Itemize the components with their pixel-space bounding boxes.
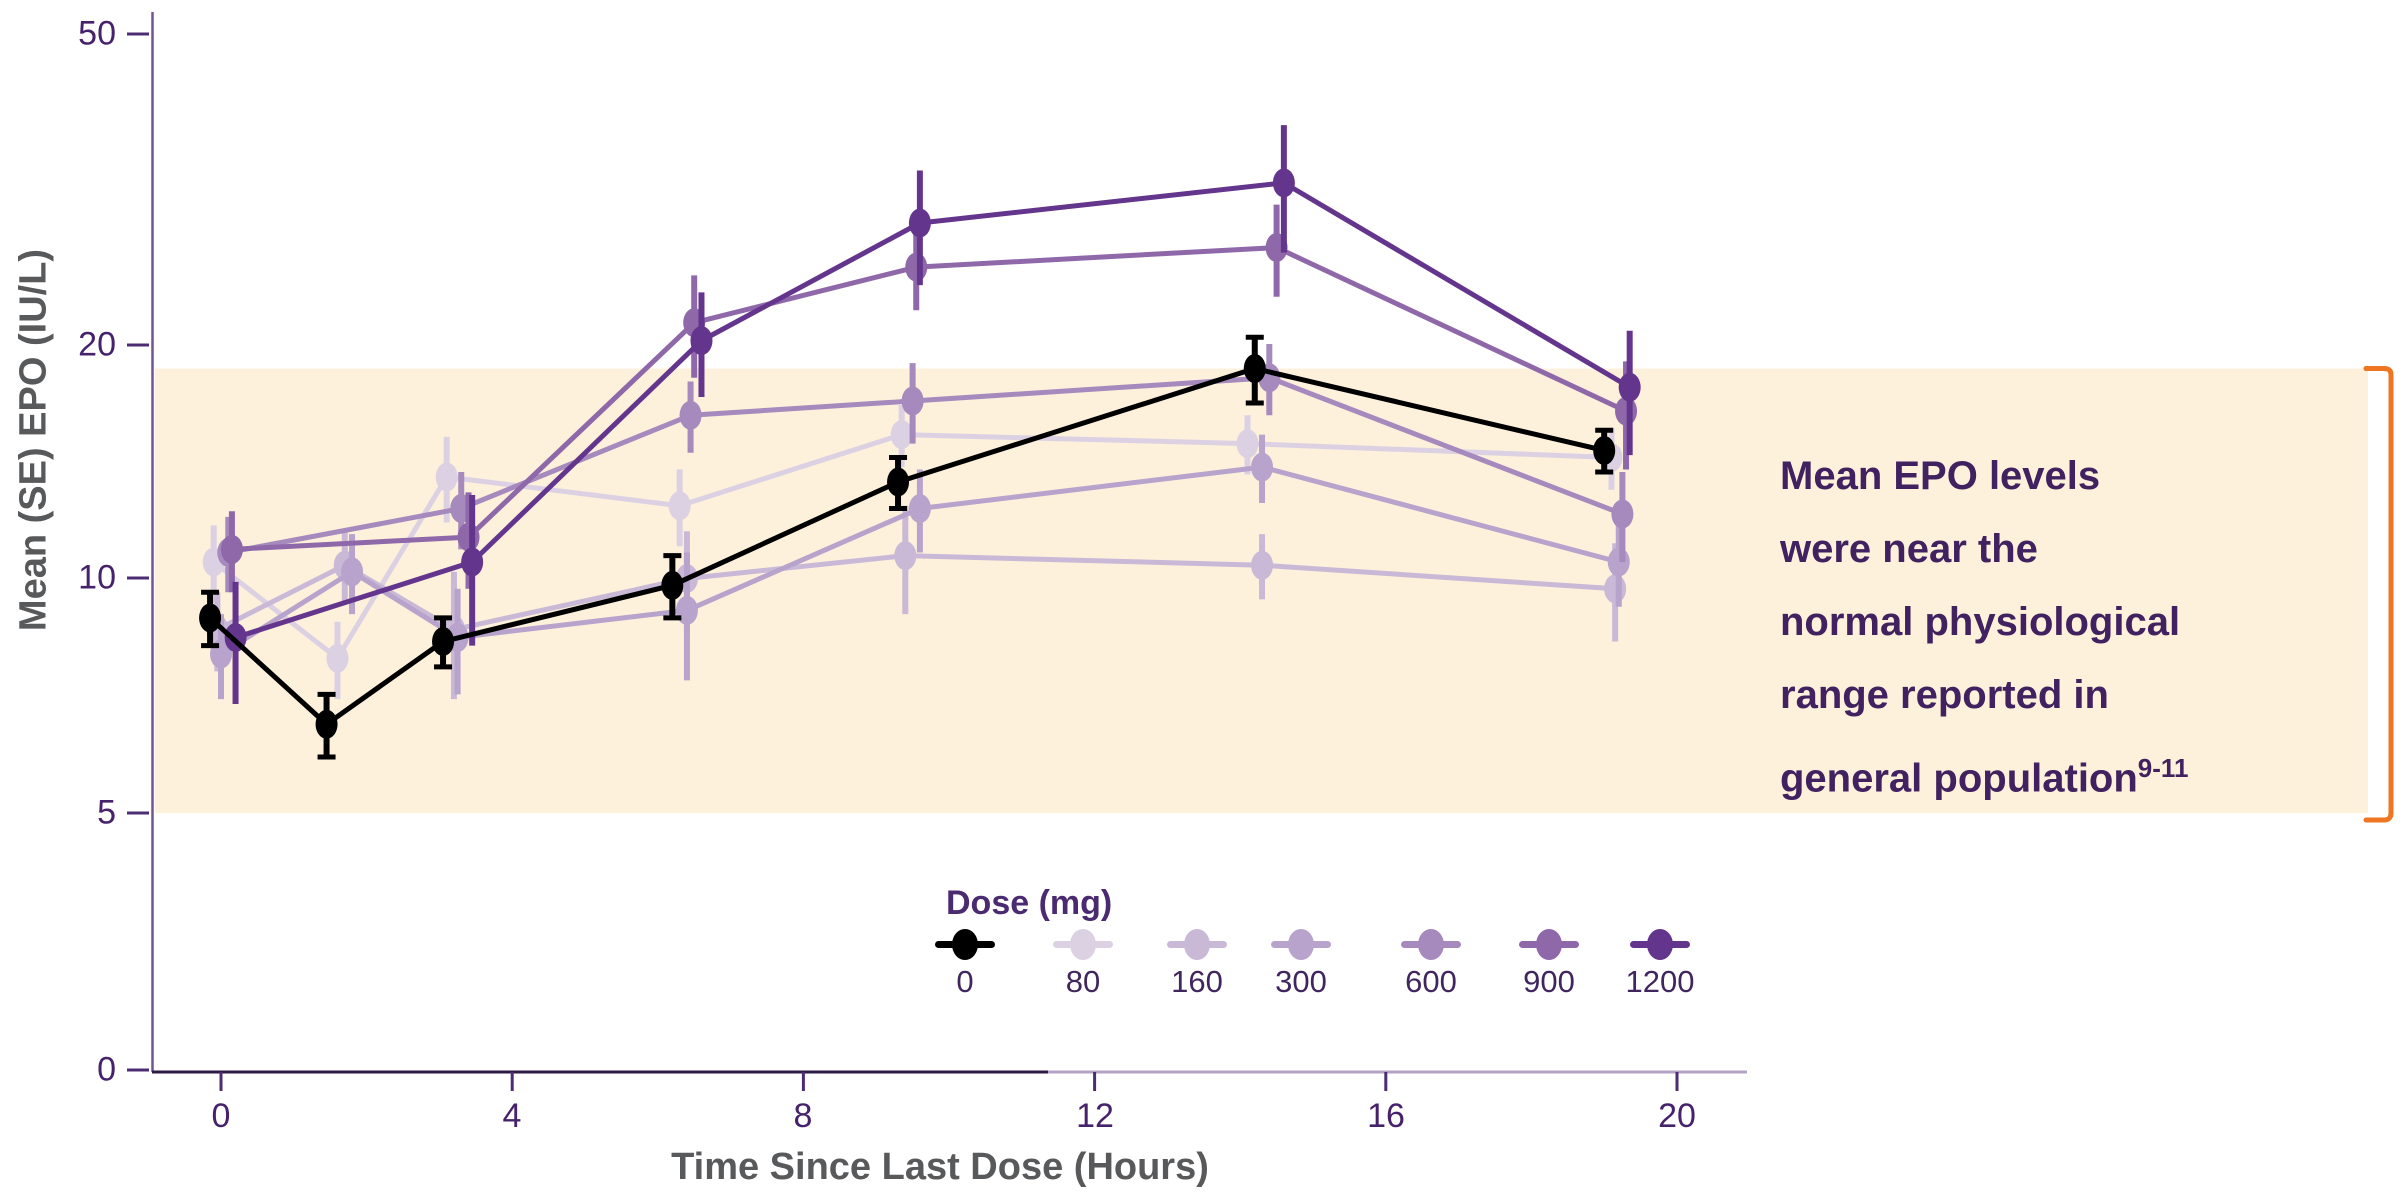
y-tick-50: 50 — [78, 14, 116, 53]
data-point — [199, 603, 222, 633]
x-tick-16: 16 — [1367, 1097, 1405, 1135]
legend-entry-dose-160: 160 — [1149, 926, 1245, 1000]
data-point — [1607, 547, 1630, 577]
data-point — [894, 541, 917, 571]
data-point — [1615, 396, 1638, 426]
data-point — [220, 534, 243, 564]
dose-1200-marker-icon — [1630, 926, 1690, 962]
x-axis-title: Time Since Last Dose (Hours) — [671, 1146, 1209, 1188]
data-point — [1236, 429, 1259, 459]
dose-900-marker-icon — [1519, 926, 1579, 962]
data-point — [901, 386, 924, 416]
data-point — [315, 709, 338, 739]
normal-range-bracket-icon — [2363, 366, 2394, 823]
legend-label: 300 — [1275, 964, 1327, 999]
legend-entry-dose-900: 900 — [1501, 926, 1597, 1000]
legend-entry-dose-80: 80 — [1035, 926, 1131, 1000]
series-line — [231, 245, 1628, 552]
legend-entry-dose-300: 300 — [1253, 926, 1349, 1000]
legend-label: 1200 — [1625, 964, 1695, 999]
series-dose-300 — [210, 434, 1630, 700]
y-tick-20: 20 — [78, 325, 116, 364]
legend-label: 900 — [1523, 964, 1575, 999]
series-dose-0 — [199, 334, 1616, 760]
y-tick-5: 5 — [97, 793, 116, 832]
dose-80-marker-icon — [1053, 926, 1113, 962]
data-point — [341, 557, 364, 587]
dose-160-marker-icon — [1167, 926, 1227, 962]
data-point — [432, 627, 455, 657]
annotation-line: were near the — [1780, 527, 2038, 571]
data-point — [1593, 435, 1616, 465]
legend-label: 0 — [956, 964, 974, 999]
data-point — [1251, 452, 1274, 482]
legend-entry-dose-1200: 1200 — [1612, 926, 1708, 1000]
series-line — [234, 180, 1631, 640]
y-tick-0: 0 — [97, 1050, 116, 1089]
data-point — [457, 522, 480, 552]
reference-superscript: 9-11 — [2137, 753, 2189, 783]
y-tick-10: 10 — [78, 558, 116, 597]
x-tick-4: 4 — [502, 1097, 522, 1135]
annotation-line: range reported in — [1780, 673, 2109, 717]
data-point — [435, 462, 458, 492]
data-point — [1251, 550, 1274, 580]
legend-label: 80 — [1065, 964, 1101, 999]
data-point — [887, 467, 910, 497]
annotation-line: Mean EPO levels — [1780, 454, 2101, 498]
legend-label: 160 — [1171, 964, 1223, 999]
legend-entry-dose-0: 0 — [917, 926, 1013, 1000]
data-point — [668, 491, 691, 521]
x-tick-0: 0 — [211, 1097, 231, 1135]
annotation-line: normal physiological — [1780, 600, 2181, 644]
y-axis-title: Mean (SE) EPO (IU/L) — [12, 248, 55, 632]
legend-title: Dose (mg) — [946, 884, 1113, 922]
data-point — [1611, 499, 1634, 529]
data-point — [326, 643, 349, 673]
dose-300-marker-icon — [1271, 926, 1331, 962]
annotation-line: general population9-11 — [1780, 753, 2189, 801]
data-point — [1604, 574, 1627, 604]
data-point — [905, 252, 928, 282]
dose-0-marker-icon — [935, 926, 995, 962]
series-dose-900 — [220, 204, 1638, 593]
dose-600-marker-icon — [1401, 926, 1461, 962]
data-point — [679, 400, 702, 430]
data-point — [661, 570, 684, 600]
data-point — [461, 547, 484, 577]
data-point — [890, 420, 913, 450]
legend-label: 600 — [1405, 964, 1457, 999]
data-point — [690, 326, 713, 356]
data-point — [908, 208, 931, 238]
data-point — [908, 493, 931, 523]
x-tick-12: 12 — [1076, 1097, 1114, 1135]
data-point — [1243, 354, 1266, 384]
x-tick-20: 20 — [1658, 1097, 1696, 1135]
data-point — [675, 595, 698, 625]
series-line — [227, 375, 1624, 555]
normal-range-annotation: Mean EPO levels were near the normal phy… — [1780, 440, 2360, 815]
data-point — [1272, 168, 1295, 198]
legend-entry-dose-600: 600 — [1383, 926, 1479, 1000]
data-point — [1618, 372, 1641, 402]
x-tick-8: 8 — [793, 1097, 813, 1135]
